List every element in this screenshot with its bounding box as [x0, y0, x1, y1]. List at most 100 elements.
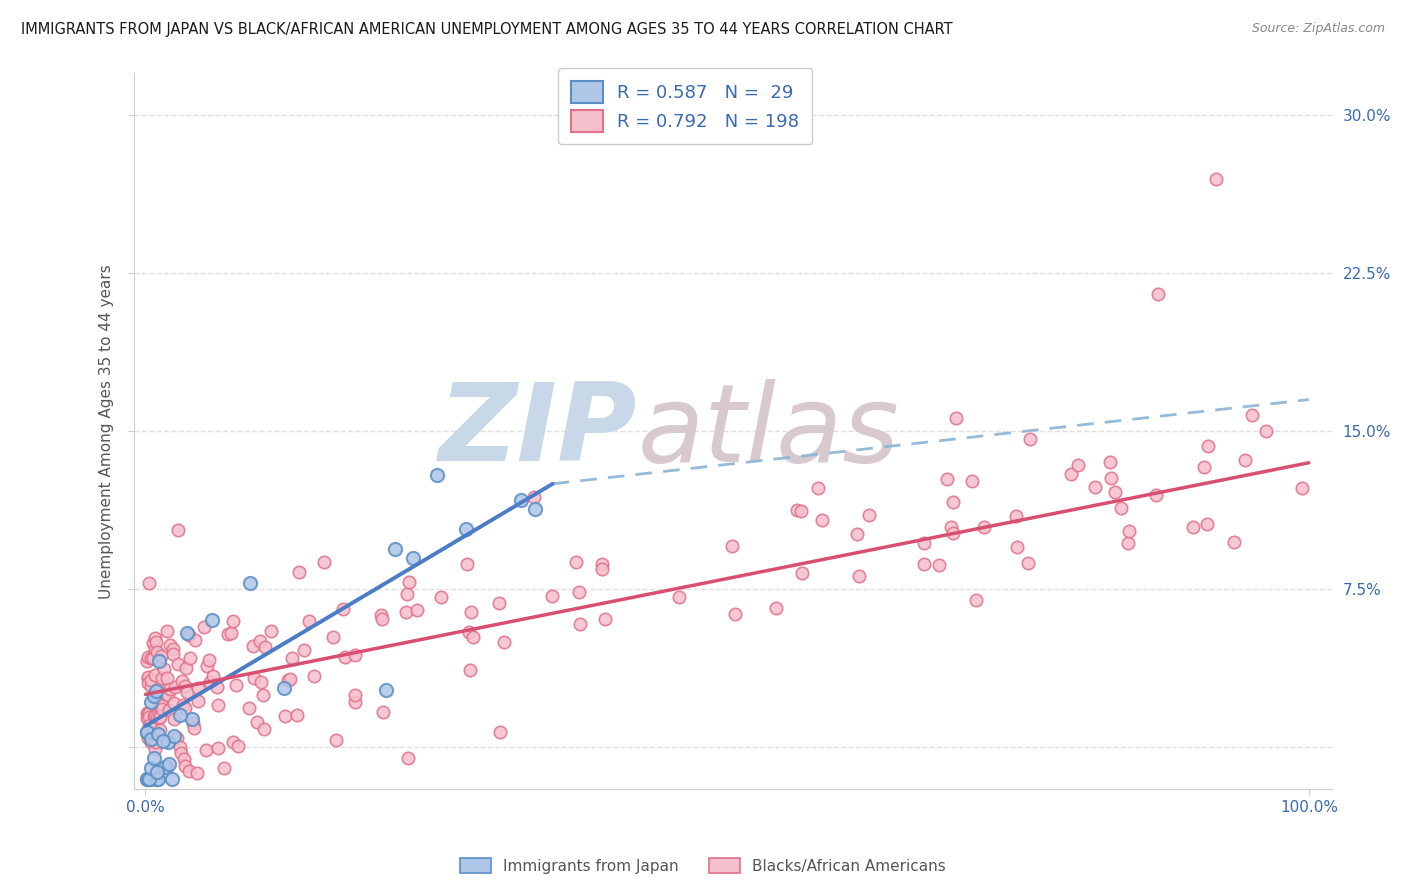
- Point: [458, 663, 481, 677]
- Point: [1291, 481, 1313, 495]
- Point: [163, 713, 186, 727]
- Point: [524, 501, 547, 516]
- Point: [790, 566, 813, 580]
- Point: [138, 772, 160, 786]
- Text: ZIP: ZIP: [439, 378, 637, 484]
- Point: [142, 636, 165, 650]
- Y-axis label: Unemployment Among Ages 35 to 44 years: Unemployment Among Ages 35 to 44 years: [100, 264, 114, 599]
- Point: [135, 706, 157, 720]
- Point: [1195, 517, 1218, 532]
- Point: [166, 524, 188, 538]
- Point: [343, 695, 366, 709]
- Point: [195, 659, 218, 673]
- Point: [396, 750, 419, 764]
- Point: [219, 626, 242, 640]
- Point: [221, 735, 243, 749]
- Point: [157, 756, 180, 771]
- Point: [155, 671, 177, 685]
- Point: [136, 670, 159, 684]
- Point: [281, 651, 304, 665]
- Point: [253, 722, 276, 736]
- Point: [1007, 540, 1029, 554]
- Point: [811, 513, 834, 527]
- Point: [333, 649, 356, 664]
- Point: [143, 730, 166, 744]
- Point: [292, 643, 315, 657]
- Point: [1060, 467, 1083, 481]
- Point: [143, 708, 166, 723]
- Point: [288, 565, 311, 579]
- Point: [142, 750, 165, 764]
- Point: [1194, 460, 1216, 475]
- Point: [142, 721, 165, 735]
- Point: [201, 613, 224, 627]
- Text: atlas: atlas: [637, 379, 898, 483]
- Point: [176, 626, 198, 640]
- Point: [146, 772, 169, 786]
- Point: [148, 711, 170, 725]
- Point: [273, 708, 295, 723]
- Point: [143, 709, 166, 723]
- Point: [138, 718, 160, 732]
- Point: [172, 674, 194, 689]
- Point: [212, 761, 235, 775]
- Point: [1066, 458, 1088, 472]
- Point: [941, 520, 963, 534]
- Point: [343, 648, 366, 663]
- Point: [148, 696, 170, 710]
- Point: [143, 687, 166, 701]
- Point: [239, 576, 262, 591]
- Point: [150, 696, 173, 710]
- Point: [187, 681, 209, 695]
- Point: [135, 724, 157, 739]
- Point: [145, 772, 167, 786]
- Point: [1146, 487, 1168, 501]
- Point: [242, 639, 264, 653]
- Point: [1104, 485, 1126, 500]
- Point: [593, 612, 616, 626]
- Text: Source: ZipAtlas.com: Source: ZipAtlas.com: [1251, 22, 1385, 36]
- Point: [169, 739, 191, 754]
- Point: [273, 681, 295, 695]
- Point: [928, 558, 950, 573]
- Point: [375, 682, 398, 697]
- Point: [141, 731, 163, 746]
- Point: [146, 765, 169, 780]
- Point: [163, 729, 186, 743]
- Point: [591, 558, 613, 572]
- Point: [141, 761, 163, 775]
- Point: [146, 645, 169, 659]
- Point: [569, 617, 592, 632]
- Point: [942, 495, 965, 509]
- Point: [238, 700, 260, 714]
- Point: [139, 651, 162, 665]
- Point: [1004, 508, 1026, 523]
- Point: [145, 685, 167, 699]
- Point: [488, 596, 510, 610]
- Point: [143, 668, 166, 682]
- Point: [186, 766, 208, 780]
- Point: [183, 715, 205, 730]
- Point: [225, 677, 247, 691]
- Point: [162, 648, 184, 662]
- Point: [149, 710, 172, 724]
- Point: [565, 555, 588, 569]
- Point: [156, 760, 179, 774]
- Point: [395, 605, 418, 619]
- Point: [143, 631, 166, 645]
- Point: [332, 602, 354, 616]
- Point: [395, 587, 418, 601]
- Point: [1018, 432, 1040, 446]
- Point: [166, 731, 188, 745]
- Point: [277, 673, 299, 688]
- Point: [406, 602, 429, 616]
- Point: [202, 669, 225, 683]
- Point: [207, 740, 229, 755]
- Point: [456, 558, 478, 572]
- Point: [1233, 453, 1256, 467]
- Point: [1181, 519, 1204, 533]
- Point: [1254, 424, 1277, 438]
- Point: [145, 683, 167, 698]
- Point: [163, 696, 186, 710]
- Point: [848, 569, 870, 583]
